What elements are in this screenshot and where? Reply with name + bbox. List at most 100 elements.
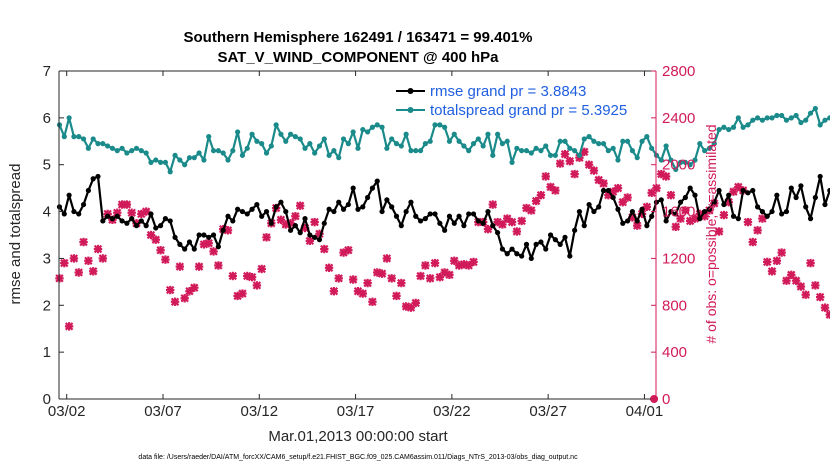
rmse-point — [133, 223, 140, 229]
totalspread-point — [268, 143, 274, 149]
rmse-point — [109, 216, 116, 222]
totalspread-point — [350, 129, 356, 135]
assimilated-marker — [796, 282, 806, 291]
totalspread-point — [80, 136, 87, 142]
rmse-point — [360, 204, 366, 210]
assimilated-marker — [512, 227, 522, 236]
rmse-point — [793, 194, 799, 201]
assimilated-marker — [531, 196, 541, 206]
totalspread-point — [519, 148, 525, 154]
rmse-point — [340, 206, 347, 212]
rmse-point — [71, 208, 77, 215]
rmse-point — [114, 213, 120, 219]
rmse-point — [307, 232, 313, 238]
totalspread-point — [162, 159, 169, 165]
assimilated-marker — [69, 254, 79, 263]
rmse-point — [827, 187, 830, 194]
rmse-point — [687, 185, 693, 191]
totalspread-point — [682, 159, 688, 165]
rmse-point — [393, 213, 400, 219]
totalspread-point — [124, 150, 130, 156]
totalspread-point — [721, 124, 727, 130]
assimilated-marker — [599, 179, 608, 188]
totalspread-point — [663, 143, 669, 149]
rmse-point — [639, 206, 645, 212]
assimilated-marker — [209, 247, 218, 256]
totalspread-point — [379, 124, 385, 130]
y-axis-label-left: rmse and totalspread — [7, 164, 24, 305]
assimilated-marker — [397, 278, 406, 288]
totalspread-point — [668, 157, 674, 163]
rmse-point — [90, 176, 96, 182]
assimilated-marker — [190, 283, 199, 292]
totalspread-point — [557, 138, 563, 144]
totalspread-point — [774, 112, 780, 119]
totalspread-point — [812, 105, 818, 112]
rmse-point — [605, 187, 611, 194]
assimilated-marker — [430, 258, 440, 268]
rmse-point — [576, 208, 583, 215]
rmse-point — [658, 197, 664, 203]
assimilated-marker — [60, 258, 69, 268]
y-tick-label-left: 6 — [43, 110, 51, 127]
rmse-point — [470, 211, 477, 217]
rmse-point — [572, 227, 578, 233]
x-tick-label: 03/02 — [48, 403, 86, 420]
rmse-point — [716, 187, 722, 194]
totalspread-point — [716, 126, 722, 133]
assimilated-marker — [247, 272, 257, 282]
totalspread-point — [827, 115, 830, 121]
y-tick-label-left: 3 — [43, 250, 51, 267]
totalspread-point — [249, 131, 255, 137]
rmse-point — [182, 246, 188, 252]
rmse-point — [273, 204, 279, 210]
totalspread-point — [629, 148, 636, 154]
assimilated-marker — [392, 291, 401, 301]
rmse-point — [374, 178, 380, 184]
rmse-point — [162, 216, 169, 222]
totalspread-point — [355, 145, 361, 151]
y-tick-label-left: 1 — [43, 344, 51, 361]
totalspread-point — [384, 145, 390, 151]
totalspread-point — [182, 162, 188, 168]
assimilated-marker — [214, 261, 223, 270]
totalspread-point — [591, 138, 597, 144]
assimilated-marker — [348, 275, 358, 284]
rmse-point — [235, 206, 241, 212]
totalspread-point — [495, 131, 501, 137]
rmse-point — [61, 211, 67, 217]
assimilated-marker — [329, 287, 339, 296]
rmse-point — [336, 199, 342, 205]
rmse-point — [523, 241, 530, 247]
rmse-point — [495, 230, 501, 236]
rmse-point — [312, 234, 318, 240]
rmse-point — [586, 201, 592, 208]
rmse-point — [461, 223, 467, 229]
rmse-point — [451, 220, 457, 226]
assimilated-marker — [589, 166, 599, 175]
assimilated-marker — [748, 237, 757, 247]
rmse-point — [268, 220, 274, 226]
rmse-point — [331, 208, 337, 215]
totalspread-point — [576, 152, 583, 158]
rmse-point — [66, 192, 72, 198]
rmse-point — [499, 246, 506, 252]
rmse-point — [620, 220, 626, 226]
totalspread-point — [292, 134, 298, 140]
x-tick-label: 03/07 — [144, 403, 182, 420]
totalspread-point — [509, 159, 515, 165]
totalspread-point — [206, 134, 212, 140]
rmse-point — [119, 218, 125, 224]
legend: rmse grand pr = 3.8843 totalspread grand… — [396, 83, 627, 119]
assimilated-marker — [93, 244, 103, 254]
totalspread-point — [624, 138, 631, 144]
x-tick-label: 03/12 — [241, 403, 279, 420]
rmse-point — [822, 201, 828, 208]
rmse-point — [389, 204, 395, 210]
assimilated-marker — [633, 221, 642, 230]
rmse-point — [817, 173, 823, 180]
totalspread-point — [461, 143, 467, 149]
rmse-point — [610, 194, 616, 201]
rmse-point — [490, 223, 496, 229]
rmse-point — [697, 216, 703, 222]
